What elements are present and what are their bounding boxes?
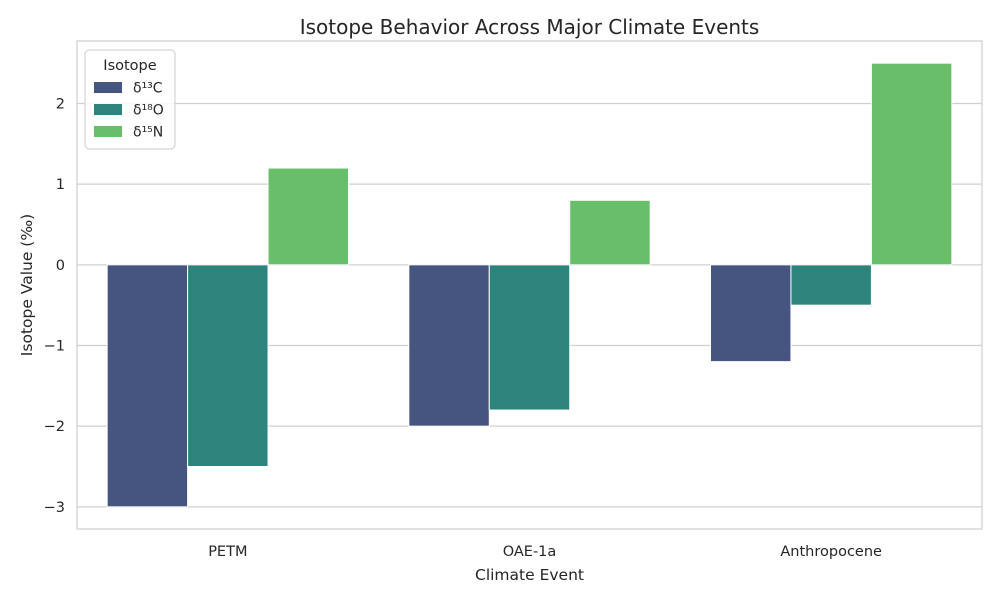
- legend: Isotope δ¹³C δ¹⁸O δ¹⁵N: [84, 49, 176, 150]
- x-tick-label: OAE-1a: [503, 544, 557, 560]
- bar-oae-1a-0: [408, 264, 490, 427]
- legend-frame: [84, 49, 176, 150]
- y-tick-label: 1: [56, 177, 65, 193]
- x-tick-label: Anthropocene: [780, 544, 882, 560]
- y-tick-label: −1: [44, 338, 65, 354]
- y-tick-label: 2: [56, 97, 65, 113]
- legend-items: δ¹³C δ¹⁸O δ¹⁵N: [94, 81, 164, 141]
- bar-petm-1: [187, 264, 269, 467]
- y-tick-label: 0: [56, 258, 65, 274]
- legend-swatch: [94, 82, 122, 93]
- chart-title: Isotope Behavior Across Major Climate Ev…: [300, 15, 760, 39]
- bars: [106, 62, 953, 508]
- legend-label: δ¹⁵N: [133, 125, 163, 141]
- bar-oae-1a-1: [488, 264, 571, 411]
- x-axis-label: Climate Event: [475, 566, 584, 584]
- bar-anthropocene-1: [790, 264, 872, 306]
- bar-petm-0: [106, 264, 189, 508]
- x-tick-label: PETM: [208, 544, 247, 560]
- legend-swatch: [94, 104, 122, 115]
- bar-petm-2: [267, 167, 349, 266]
- bar-anthropocene-2: [870, 62, 953, 266]
- y-tick-label: −2: [44, 419, 65, 435]
- x-tick-labels: PETM OAE-1a Anthropocene: [208, 544, 882, 560]
- legend-label: δ¹³C: [133, 81, 163, 97]
- bar-anthropocene-0: [710, 264, 792, 363]
- y-tick-labels: −3 −2 −1 0 1 2: [44, 97, 65, 516]
- legend-title: Isotope: [103, 58, 156, 74]
- plot-frame: [76, 40, 983, 530]
- legend-swatch: [94, 126, 122, 137]
- bar-oae-1a-2: [569, 199, 651, 266]
- legend-label: δ¹⁸O: [133, 103, 164, 119]
- y-axis-label: Isotope Value (‰): [18, 214, 36, 356]
- y-tick-label: −3: [44, 500, 65, 516]
